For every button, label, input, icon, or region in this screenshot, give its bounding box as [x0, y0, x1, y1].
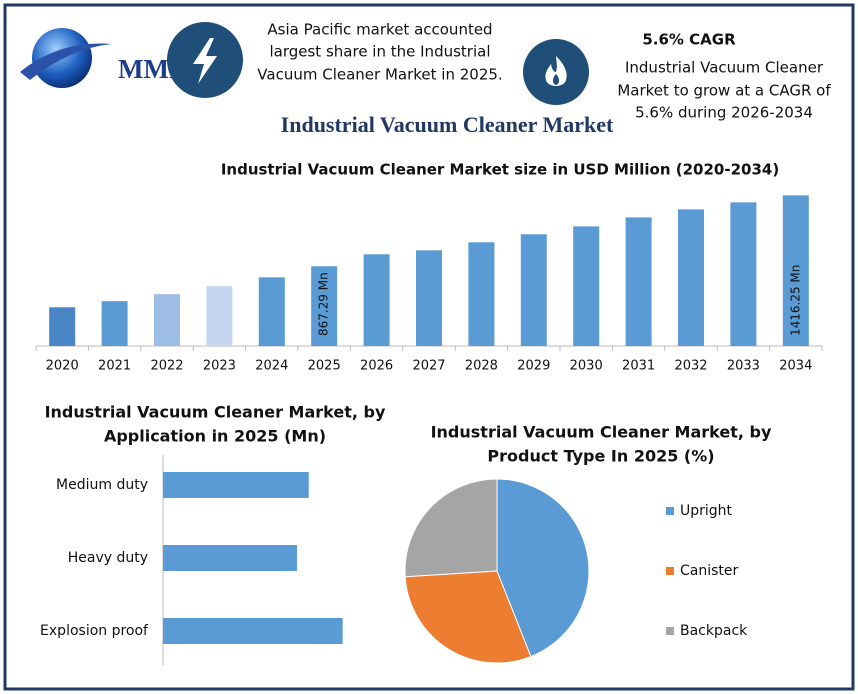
bar	[311, 266, 338, 346]
bar	[416, 250, 442, 346]
bar	[625, 217, 652, 346]
frame	[3, 3, 855, 691]
bar	[163, 472, 309, 498]
bar	[154, 294, 180, 346]
x-tick-label: 2034	[779, 359, 812, 374]
pie-slice	[404, 478, 498, 578]
y-tick-label: Medium duty	[56, 477, 148, 493]
x-tick-label: 2028	[465, 359, 498, 374]
x-tick-label: 2029	[517, 359, 550, 374]
bar	[206, 286, 233, 346]
legend-swatch	[666, 627, 674, 635]
x-tick-label: 2021	[98, 359, 131, 374]
chart-title: Industrial Vacuum Cleaner Market, by	[45, 403, 386, 422]
x-tick-label: 2030	[570, 359, 603, 374]
logo: MMR	[20, 28, 189, 88]
highlight-line: largest share in the Industrial	[269, 43, 490, 61]
bar	[468, 242, 495, 346]
cagr-line: 5.6% during 2026-2034	[635, 104, 813, 122]
cagr-title: 5.6% CAGR	[642, 31, 736, 49]
highlight-line: Vacuum Cleaner Market in 2025.	[257, 66, 502, 84]
bar	[163, 618, 343, 644]
pie-slice	[496, 478, 590, 658]
chart-title: Industrial Vacuum Cleaner Market size in…	[221, 161, 779, 179]
bar	[258, 277, 285, 346]
bar	[573, 226, 600, 346]
x-tick-label: 2027	[412, 359, 445, 374]
bar	[782, 195, 809, 346]
legend-swatch	[666, 507, 674, 515]
bar	[49, 307, 76, 346]
bar	[678, 209, 704, 346]
x-tick-label: 2020	[46, 359, 79, 374]
x-tick-label: 2023	[203, 359, 236, 374]
bar	[730, 202, 757, 346]
flame-icon	[523, 39, 589, 105]
bar	[163, 545, 298, 571]
legend-swatch	[666, 567, 674, 575]
legend-label: Upright	[680, 503, 733, 519]
x-tick-label: 2024	[255, 359, 288, 374]
pie-slice	[404, 570, 532, 664]
x-tick-label: 2031	[622, 359, 655, 374]
legend-label: Backpack	[680, 623, 748, 639]
x-tick-label: 2033	[727, 359, 760, 374]
bar	[363, 254, 390, 346]
chart-title: Product Type In 2025 (%)	[487, 447, 714, 466]
main-title: Industrial Vacuum Cleaner Market	[281, 112, 614, 137]
cagr-line: Industrial Vacuum Cleaner	[625, 59, 824, 77]
cagr-line: Market to grow at a CAGR of	[617, 82, 831, 100]
y-tick-label: Heavy duty	[68, 550, 148, 566]
x-tick-label: 2022	[150, 359, 183, 374]
chart-title: Application in 2025 (Mn)	[104, 427, 326, 446]
bolt-icon	[167, 22, 243, 98]
highlight-line: Asia Pacific market accounted	[267, 21, 492, 39]
value-label: 867.29 Mn	[317, 272, 331, 336]
x-tick-label: 2026	[360, 359, 393, 374]
x-tick-label: 2032	[674, 359, 707, 374]
bar	[520, 234, 547, 346]
y-tick-label: Explosion proof	[40, 623, 149, 639]
bar	[101, 301, 128, 346]
value-label: 1416.25 Mn	[788, 265, 802, 336]
x-tick-label: 2025	[308, 359, 341, 374]
legend-label: Canister	[680, 563, 739, 579]
chart-title: Industrial Vacuum Cleaner Market, by	[431, 423, 772, 442]
